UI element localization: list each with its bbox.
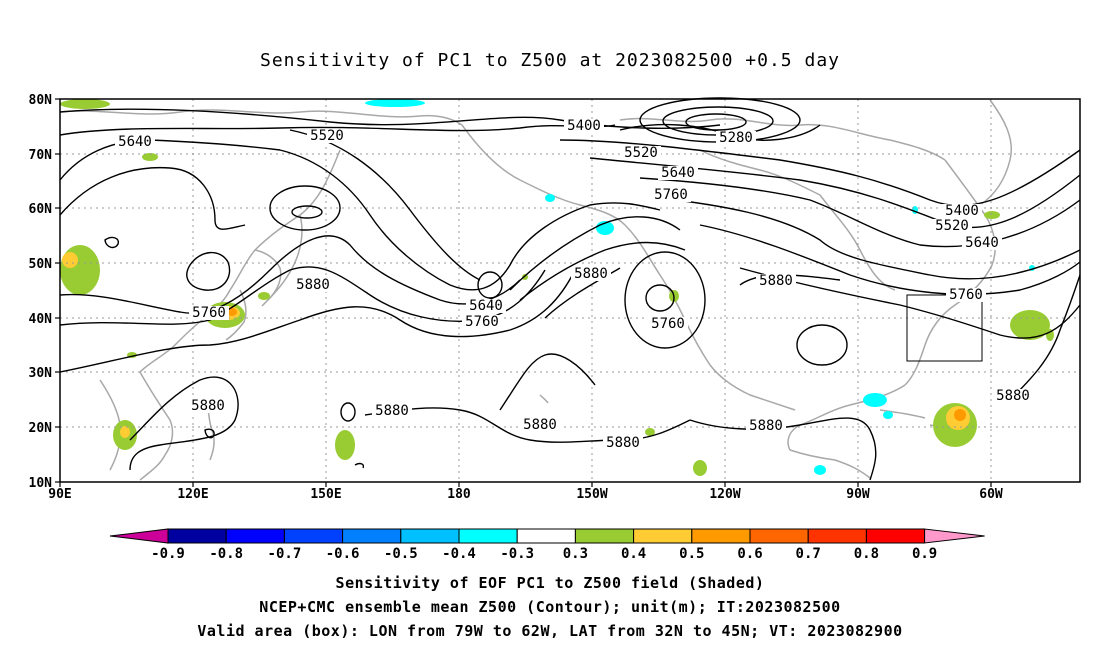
colorbar-swatch [749,528,809,544]
chart-title: Sensitivity of PC1 to Z500 at 2023082500… [259,50,840,71]
colorbar-swatch [283,528,344,544]
contour-label-5760: 5760 [465,314,499,330]
contour-label-5640: 5640 [469,298,503,314]
contour-label-5880: 5880 [759,273,793,289]
contour-label-5760: 5760 [192,305,226,321]
lat-label-60n: 60N [29,202,53,217]
contour-labels: 5640 552054005280552056405760588057605640… [115,118,1033,451]
colorbar-swatch [400,528,460,544]
lon-label-90w: 90W [846,487,870,502]
contour-label-5880: 5880 [749,418,783,434]
colorbar-label: -0.7 [268,546,302,562]
colorbar-max-arrow [924,528,985,544]
longitude-ticks: 90E 120E 150E 180 150W 120W 90W 60W [48,482,1003,502]
lon-label-60w: 60W [979,487,1003,502]
colorbar-label: -0.9 [151,546,185,562]
map-panel: 5640 552054005280552056405760588057605640… [59,97,1081,483]
contour-label-5880: 5880 [191,398,225,414]
colorbar-label: 0.9 [912,546,937,562]
contour-label-5400: 5400 [945,203,979,219]
colorbar: -0.9 -0.8 -0.7 -0.6 -0.5 -0.4 -0.3 0.3 0.4 0.5 0.6… [109,528,985,562]
colorbar-label: 0.6 [737,546,762,562]
lat-label-50n: 50N [29,257,53,272]
colorbar-swatch [691,528,751,544]
colorbar-swatch [342,528,402,544]
colorbar-min-arrow [109,528,169,544]
lon-label-180: 180 [447,487,471,502]
lon-label-150e: 150E [310,487,341,502]
lat-label-80n: 80N [29,93,53,108]
colorbar-swatch [865,528,926,544]
contour-label-5640: 5640 [965,235,999,251]
contour-label-5520: 5520 [310,128,344,144]
contour-label-5400: 5400 [567,118,601,134]
valid-area-box [906,294,983,362]
contour-label-5880: 5880 [606,435,640,451]
colorbar-swatch [167,528,227,544]
contour-label-5520: 5520 [935,218,969,234]
lon-label-90e: 90E [48,487,71,502]
latitude-ticks: 80N 70N 60N 50N 40N 30N 20N 10N [29,93,60,491]
colorbar-label: -0.4 [442,546,476,562]
contour-label-5640: 5640 [661,165,695,181]
contour-label-5880: 5880 [996,388,1030,404]
contour-label-5880: 5880 [523,417,557,433]
lon-label-150w: 150W [576,487,607,502]
lat-label-20n: 20N [29,421,53,436]
colorbar-label: 0.8 [854,546,879,562]
colorbar-swatch [633,528,693,544]
colorbar-swatch [458,528,518,544]
contour-label-5880: 5880 [375,403,409,419]
contour-label-5760: 5760 [949,287,983,303]
colorbar-label: 0.3 [563,546,588,562]
colorbar-swatch [516,528,576,544]
colorbar-swatch [225,528,285,544]
footer-line-1: Sensitivity of EOF PC1 to Z500 field (Sh… [335,574,765,592]
colorbar-swatch [574,528,635,544]
colorbar-label: 0.4 [621,546,646,562]
colorbar-label: 0.5 [679,546,704,562]
colorbar-label: -0.3 [500,546,534,562]
contour-label-5280: 5280 [719,130,753,146]
lon-label-120e: 120E [177,487,208,502]
lat-label-70n: 70N [29,148,53,163]
contour-label-5760: 5760 [654,187,688,203]
colorbar-label: -0.8 [209,546,243,562]
colorbar-label: -0.6 [326,546,360,562]
lat-label-40n: 40N [29,312,53,327]
contour-label-5880: 5880 [574,266,608,282]
colorbar-label: 0.7 [796,546,821,562]
lon-label-120w: 120W [709,487,740,502]
footer-line-2: NCEP+CMC ensemble mean Z500 (Contour); u… [259,598,841,616]
contour-label-5760: 5760 [651,316,685,332]
lat-label-30n: 30N [29,366,53,381]
contour-label-5880: 5880 [296,277,330,293]
contour-label-5640: 5640 [118,134,152,150]
footer-line-3: Valid area (box): LON from 79W to 62W, L… [197,622,903,640]
colorbar-label: -0.5 [384,546,418,562]
colorbar-swatch [807,528,867,544]
contour-label-5520: 5520 [624,145,658,161]
lat-label-10n: 10N [29,476,53,491]
